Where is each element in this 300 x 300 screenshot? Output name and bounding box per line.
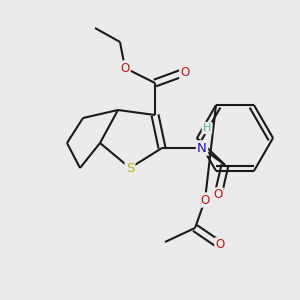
Text: O: O: [213, 188, 223, 202]
Text: N: N: [197, 142, 207, 154]
Text: H: H: [203, 123, 211, 133]
Text: O: O: [120, 61, 130, 74]
Text: O: O: [215, 238, 225, 251]
Text: O: O: [180, 65, 190, 79]
Text: O: O: [200, 194, 210, 206]
Text: S: S: [126, 161, 134, 175]
